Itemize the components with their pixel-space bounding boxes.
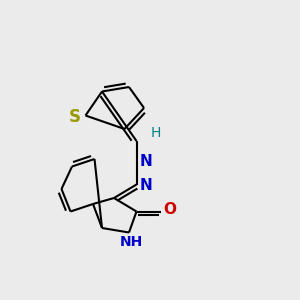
Text: H: H	[151, 127, 161, 140]
Text: NH: NH	[120, 235, 143, 249]
Text: O: O	[163, 202, 176, 217]
Text: N: N	[140, 178, 152, 194]
Text: S: S	[69, 108, 81, 126]
Text: N: N	[140, 154, 152, 169]
